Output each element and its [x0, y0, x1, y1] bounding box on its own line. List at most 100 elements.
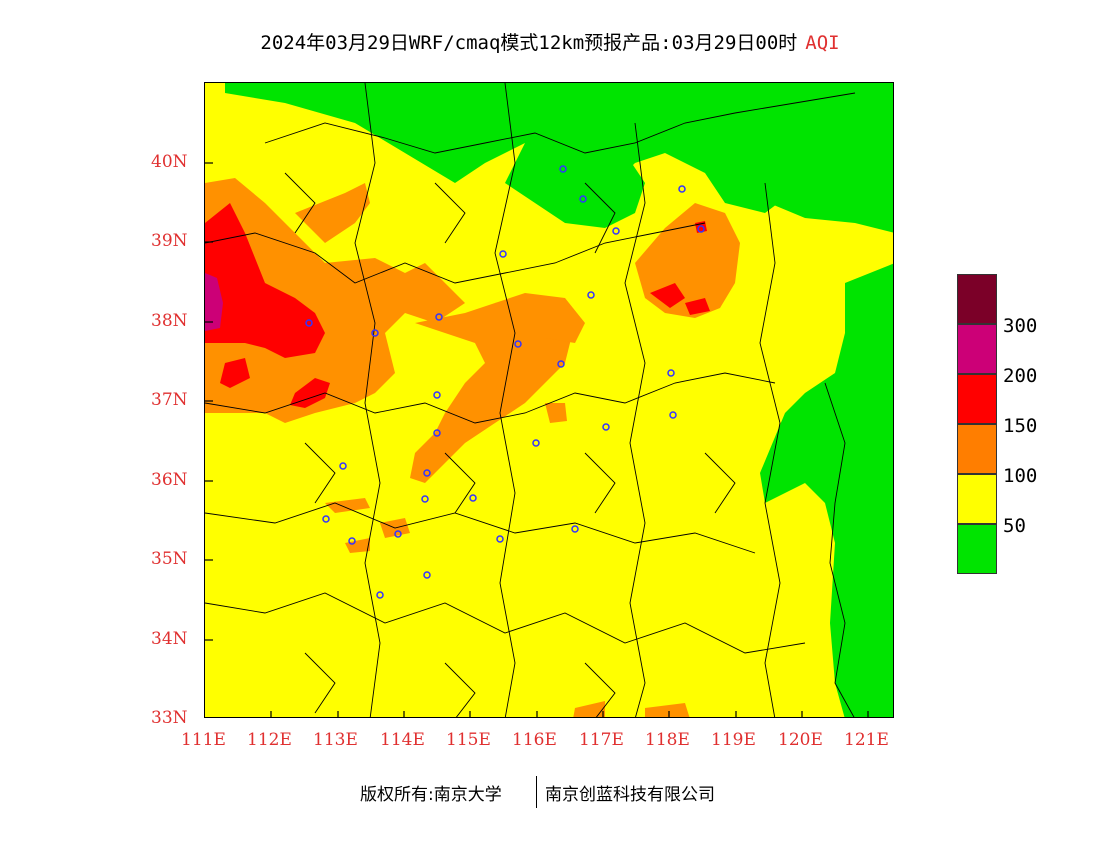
boundary-county-lines [284, 172, 736, 717]
station-marker [612, 227, 620, 235]
x-tick-label: 118E [645, 730, 690, 750]
boundary-east-vertical [624, 122, 646, 717]
green-east-coast [760, 263, 893, 717]
boundary-mid-north [205, 222, 706, 284]
orange-central-band [410, 298, 575, 483]
coastline [824, 382, 855, 717]
x-tick-label: 114E [380, 730, 425, 750]
y-tick-label: 36N [151, 470, 188, 490]
boundary-mid [205, 372, 776, 424]
y-tick-label: 38N [151, 311, 188, 331]
title-text: 2024年03月29日WRF/cmaq模式12km预报产品:03月29日00时 [260, 32, 798, 54]
station-marker [499, 250, 507, 258]
orange-patch-east [545, 403, 567, 423]
legend-swatch-above-300 [957, 274, 997, 324]
station-marker [496, 535, 504, 543]
x-tick-label: 112E [247, 730, 292, 750]
boundary-lines [205, 83, 856, 717]
station-marker [587, 291, 595, 299]
legend-label: 50 [1003, 515, 1026, 537]
y-tick-label: 37N [151, 390, 188, 410]
legend-swatch-0-50 [957, 524, 997, 574]
legend-label: 100 [1003, 465, 1038, 487]
red-northeast-3 [695, 221, 707, 233]
station-marker [559, 165, 567, 173]
station-marker [423, 571, 431, 579]
x-tick-label: 113E [313, 730, 358, 750]
red-west [205, 203, 325, 358]
y-tick-label: 40N [151, 152, 188, 172]
orange-patch-bottom-2 [645, 703, 690, 717]
legend-swatch-150-200 [957, 374, 997, 424]
boundary-west-vertical [354, 83, 381, 717]
legend-swatch-100-150 [957, 424, 997, 474]
aqi-label: AQI [805, 32, 840, 54]
copyright-left: 版权所有:南京大学 [360, 785, 502, 805]
station-marker [322, 515, 330, 523]
station-marker [571, 525, 579, 533]
orange-northwest [295, 183, 370, 243]
station-marker [579, 195, 587, 203]
copyright-right: 南京创蓝科技有限公司 [545, 785, 715, 805]
x-tick-label: 121E [844, 730, 889, 750]
station-markers [305, 165, 705, 599]
orange-patch-south-1 [325, 498, 370, 513]
station-marker [667, 369, 675, 377]
aqi-map-canvas [205, 83, 893, 717]
red-northeast-1 [650, 283, 685, 308]
aqi-legend [957, 274, 997, 574]
orange-west-plume [205, 178, 465, 423]
boundary-north [264, 92, 856, 154]
station-marker [435, 313, 443, 321]
tick-marks [205, 162, 869, 717]
legend-label: 200 [1003, 365, 1038, 387]
station-marker [669, 411, 677, 419]
station-marker [469, 494, 477, 502]
station-marker [433, 391, 441, 399]
x-tick-label: 116E [512, 730, 557, 750]
red-central-small [290, 378, 330, 408]
orange-patch-bottom-1 [573, 701, 605, 717]
map-title: 2024年03月29日WRF/cmaq模式12km预报产品:03月29日00时 A… [0, 28, 1100, 55]
station-marker [305, 319, 313, 327]
station-marker [394, 530, 402, 538]
aqi-map [204, 82, 894, 718]
green-northeast [705, 83, 893, 233]
x-tick-label: 117E [579, 730, 624, 750]
station-marker [348, 537, 356, 545]
legend-swatch-50-100 [957, 474, 997, 524]
y-tick-label: 34N [151, 629, 188, 649]
station-marker [421, 495, 429, 503]
station-marker [433, 429, 441, 437]
x-tick-label: 119E [711, 730, 756, 750]
station-marker [423, 469, 431, 477]
x-tick-label: 120E [778, 730, 823, 750]
station-marker [697, 225, 705, 233]
y-tick-label: 33N [151, 708, 188, 728]
boundary-center-vertical [494, 83, 516, 717]
green-regions [225, 83, 893, 717]
x-tick-label: 115E [446, 730, 491, 750]
legend-swatch-200-300 [957, 324, 997, 374]
station-marker [602, 423, 610, 431]
orange-patch-south-3 [345, 538, 370, 553]
boundary-south [205, 592, 806, 654]
y-tick-label: 35N [151, 549, 188, 569]
red-northeast-2 [685, 298, 710, 315]
footer-separator [536, 776, 537, 808]
station-marker [532, 439, 540, 447]
green-north-center [505, 138, 645, 228]
station-marker [339, 462, 347, 470]
station-marker [514, 340, 522, 348]
station-marker [678, 185, 686, 193]
x-tick-label: 111E [181, 730, 226, 750]
y-tick-label: 39N [151, 231, 188, 251]
red-regions [205, 203, 710, 408]
red-west-small [220, 358, 250, 388]
magenta-west [205, 273, 223, 331]
legend-label: 300 [1003, 315, 1038, 337]
orange-central-north [495, 293, 585, 343]
station-marker [557, 360, 565, 368]
boundary-far-east-vertical [759, 182, 781, 717]
boundary-mid-south [205, 502, 756, 554]
